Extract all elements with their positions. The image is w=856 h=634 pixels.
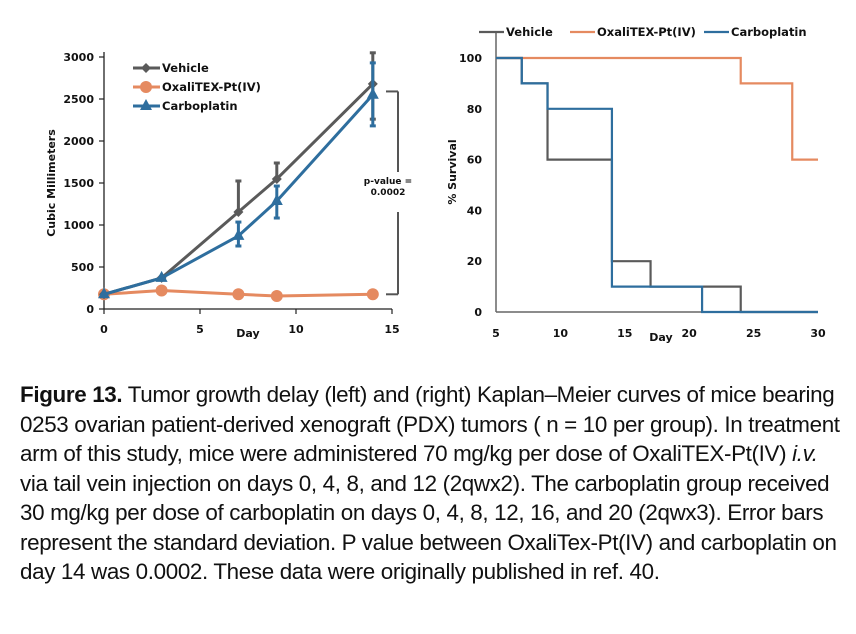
y-tick-label: 2000 — [63, 135, 94, 148]
y-tick-label: 80 — [467, 103, 483, 116]
x-tick-label: 20 — [682, 327, 698, 340]
y-tick-label: 60 — [467, 154, 483, 167]
x-tick-label: 30 — [810, 327, 826, 340]
tumor-growth-chart: 0 500 1000 1500 2000 2500 3000 0 5 10 15 Day Cubic M… — [45, 51, 412, 340]
caption-italic: i.v. — [792, 441, 818, 466]
p-value-number: 0.0002 — [371, 188, 406, 198]
series-carboplatin — [98, 61, 379, 299]
y-tick-label: 20 — [467, 255, 483, 268]
data-point-carboplatin — [155, 270, 168, 282]
y-tick-label: 100 — [459, 52, 482, 65]
figure-caption: Figure 13. Tumor growth delay (left) and… — [20, 380, 840, 587]
x-axis-label: Day — [649, 331, 672, 344]
survival-curve-carboplatin — [496, 56, 818, 314]
legend-label-carboplatin: Carboplatin — [731, 25, 807, 39]
x-tick-label: 25 — [746, 327, 761, 340]
y-axis-label: % Survival — [446, 139, 459, 204]
data-point-oxalitex — [366, 288, 379, 301]
data-point-carboplatin — [98, 287, 110, 299]
y-tick-label: 0 — [474, 306, 482, 319]
y-tick-label: 1500 — [63, 177, 94, 190]
legend-marker-vehicle — [141, 63, 151, 73]
data-point-vehicle — [233, 206, 244, 217]
p-value-label: p-value = — [364, 177, 412, 187]
x-tick-label: 15 — [384, 323, 399, 336]
y-tick-label: 40 — [467, 204, 483, 217]
x-tick-label: 0 — [100, 323, 108, 336]
x-tick-label: 15 — [617, 327, 632, 340]
legend-label-oxalitex: OxaliTEX-Pt(IV) — [597, 25, 696, 39]
y-tick-label: 3000 — [63, 51, 94, 64]
y-tick-label: 0 — [86, 303, 94, 316]
legend-marker-carboplatin — [140, 99, 152, 110]
x-tick-label: 10 — [288, 323, 304, 336]
survival-curve-oxalitex — [496, 56, 818, 161]
legend-label-vehicle: Vehicle — [506, 25, 553, 39]
caption-text-2: via tail vein injection on days 0, 4, 8,… — [20, 470, 837, 585]
data-point-carboplatin — [270, 193, 283, 205]
caption-label: Figure 13. — [20, 382, 123, 407]
data-point-oxalitex — [232, 288, 245, 301]
legend-label-oxalitex: OxaliTEX-Pt(IV) — [162, 80, 261, 94]
x-axis-label: Day — [236, 327, 259, 340]
legend-marker-oxalitex — [140, 81, 152, 93]
y-tick-label: 1000 — [63, 219, 94, 232]
x-tick-label: 5 — [196, 323, 204, 336]
y-tick-label: 500 — [71, 261, 94, 274]
y-axis-label: Cubic Millimeters — [45, 129, 58, 237]
series-oxalitex — [98, 284, 379, 302]
data-point-vehicle — [271, 173, 282, 184]
survival-curve-vehicle — [496, 56, 818, 314]
x-tick-label: 5 — [492, 327, 500, 340]
survival-chart: 0 20 40 60 80 100 5 10 15 20 25 30 Day % Survival Vehi… — [446, 25, 826, 344]
data-point-oxalitex — [155, 284, 168, 297]
data-point-oxalitex — [270, 289, 283, 302]
legend-label-vehicle: Vehicle — [162, 61, 209, 75]
legend: Vehicle OxaliTEX-Pt(IV) Carboplatin — [133, 61, 261, 113]
data-point-carboplatin — [232, 228, 245, 240]
data-point-carboplatin — [366, 87, 379, 99]
y-tick-label: 2500 — [63, 93, 94, 106]
x-tick-label: 10 — [553, 327, 569, 340]
legend: Vehicle OxaliTEX-Pt(IV) Carboplatin — [479, 25, 807, 39]
caption-text-1: Tumor growth delay (left) and (right) Ka… — [20, 382, 840, 466]
legend-label-carboplatin: Carboplatin — [162, 99, 238, 113]
